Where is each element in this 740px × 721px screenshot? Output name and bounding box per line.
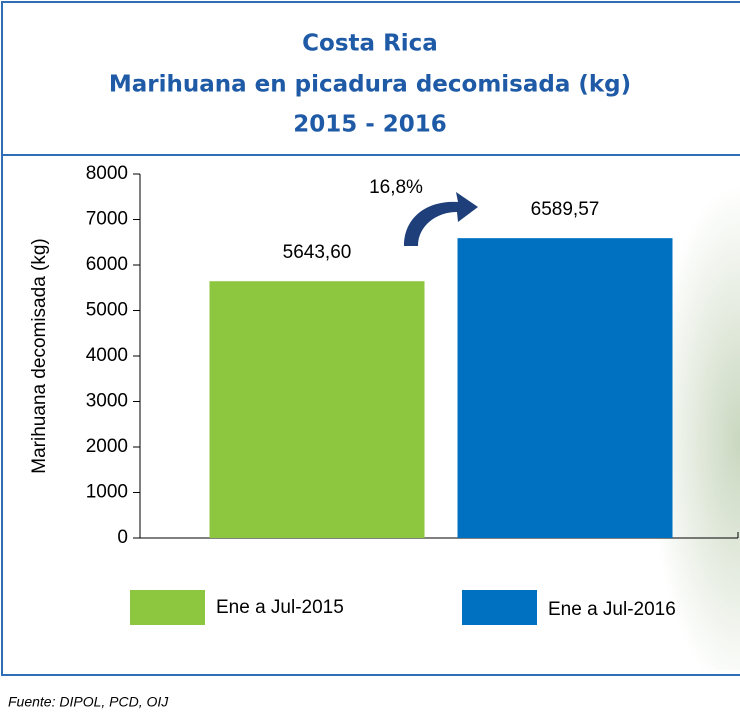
y-tick-label: 8000 xyxy=(86,163,128,184)
legend-label: Ene a Jul-2016 xyxy=(548,599,676,620)
y-tick-label: 0 xyxy=(117,527,128,548)
legend-swatch xyxy=(462,590,537,625)
y-axis-label: Marihuana decomisada (kg) xyxy=(29,238,50,474)
annotation: 16,8% xyxy=(369,177,423,198)
chart-title: Costa Rica xyxy=(302,31,438,57)
y-tick-label: 4000 xyxy=(86,345,128,366)
legend-swatch xyxy=(130,590,205,625)
y-tick-label: 5000 xyxy=(86,300,128,321)
bar xyxy=(210,281,425,538)
source: Fuente: DIPOL, PCD, OIJ xyxy=(8,694,169,710)
value-label: 6589,57 xyxy=(531,199,600,220)
value-label: 5643,60 xyxy=(283,242,352,263)
y-tick-label: 2000 xyxy=(86,436,128,457)
y-tick-label: 6000 xyxy=(86,254,128,275)
y-tick-label: 1000 xyxy=(86,482,128,503)
bar xyxy=(458,238,673,538)
chart-period: 2015 - 2016 xyxy=(293,112,447,138)
chart-subtitle: Marihuana en picadura decomisada (kg) xyxy=(109,72,631,98)
y-tick-label: 7000 xyxy=(86,209,128,230)
y-tick-label: 3000 xyxy=(86,391,128,412)
chart: Costa Rica Marihuana en picadura decomis… xyxy=(0,0,740,721)
legend-label: Ene a Jul-2015 xyxy=(216,597,344,618)
growth-arrow xyxy=(404,192,478,246)
